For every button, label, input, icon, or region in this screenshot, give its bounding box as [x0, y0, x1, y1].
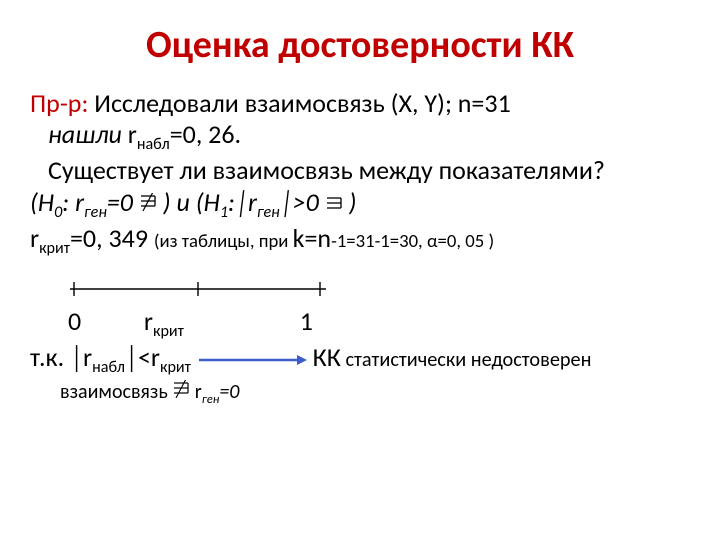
subline-a: взаимосвязь — [60, 380, 172, 404]
h1-mid: :│r — [228, 186, 257, 218]
subline-r: r — [195, 380, 202, 404]
rkrit-sub: крит — [39, 239, 70, 258]
h1-sub: 1 — [220, 203, 228, 222]
subline-eq: =0 — [219, 380, 239, 404]
axis-labels: 0 rкрит 1 — [68, 306, 690, 342]
h0-eq: =0 — [107, 186, 139, 218]
line1-text: Исследовали взаимосвязь (X, Y); n=31 — [88, 87, 510, 119]
axis-label-rkrit: rкрит — [144, 306, 294, 342]
nexist-icon-2 — [172, 380, 190, 400]
r-value: =0, 26. — [170, 118, 241, 150]
exist-icon — [325, 191, 343, 211]
rkrit-detail: -1=31-1=30, α=0, 05 — [331, 230, 488, 253]
h0-open: (H — [30, 186, 54, 218]
concl-tail: статистически недостоверен — [341, 348, 592, 372]
rkrit-par-a: (из таблицы, при — [154, 230, 293, 253]
pr-label: Пр-р: — [30, 87, 88, 119]
h1-gt: │>0 — [280, 186, 325, 218]
axis-svg — [68, 279, 330, 299]
h0-gen: ген — [84, 203, 107, 222]
example-line-1: Пр-р: Исследовали взаимосвязь (X, Y); n=… — [30, 88, 690, 120]
arrow-right-icon — [197, 352, 307, 368]
h0-mid: : r — [62, 186, 84, 218]
rkrit-eq: =0, 349 — [70, 222, 154, 254]
rkrit-k: k=n — [293, 222, 331, 254]
concl-tk: т.к. │r — [30, 341, 92, 373]
sub-conclusion: взаимосвязь rген=0 — [60, 380, 690, 407]
r-sub-nabl: набл — [137, 136, 170, 155]
nexist-icon — [139, 191, 157, 211]
axis-label-0: 0 — [68, 306, 138, 338]
h0-close: ) и (H — [163, 186, 220, 218]
concl-nabl: набл — [92, 358, 125, 377]
concl-krit: крит — [160, 358, 191, 377]
concl-lt: │<r — [125, 341, 160, 373]
slide-body: Пр-р: Исследовали взаимосвязь (X, Y); n=… — [30, 88, 690, 408]
axis-label-1: 1 — [300, 306, 313, 338]
subline-gen: ген — [202, 392, 220, 407]
example-line-2: нашли rнабл=0, 26. — [30, 119, 690, 155]
concl-kk: КК — [313, 341, 341, 373]
rkrit-r: r — [30, 222, 39, 254]
hypotheses-line: (H0: rген=0 ) и (H1:│rген│>0 — [30, 187, 690, 223]
h1-close: ) — [349, 186, 357, 218]
slide-title: Оценка достоверности КК — [30, 24, 690, 68]
question-line: Существует ли взаимосвязь между показате… — [30, 155, 690, 187]
rkrit-par-b: ) — [488, 230, 494, 253]
conclusion-line: т.к. │rнабл│<rкрит КК статистически недо… — [30, 342, 690, 378]
r-symbol: r — [122, 118, 137, 150]
found-label: нашли — [48, 118, 122, 150]
rkrit-line: rкрит=0, 349 (из таблицы, при k=n-1=31-1… — [30, 223, 690, 259]
slide: { "title": "Оценка достоверности КК", "l… — [0, 0, 720, 540]
number-line — [68, 275, 690, 307]
h1-gen: ген — [257, 203, 280, 222]
